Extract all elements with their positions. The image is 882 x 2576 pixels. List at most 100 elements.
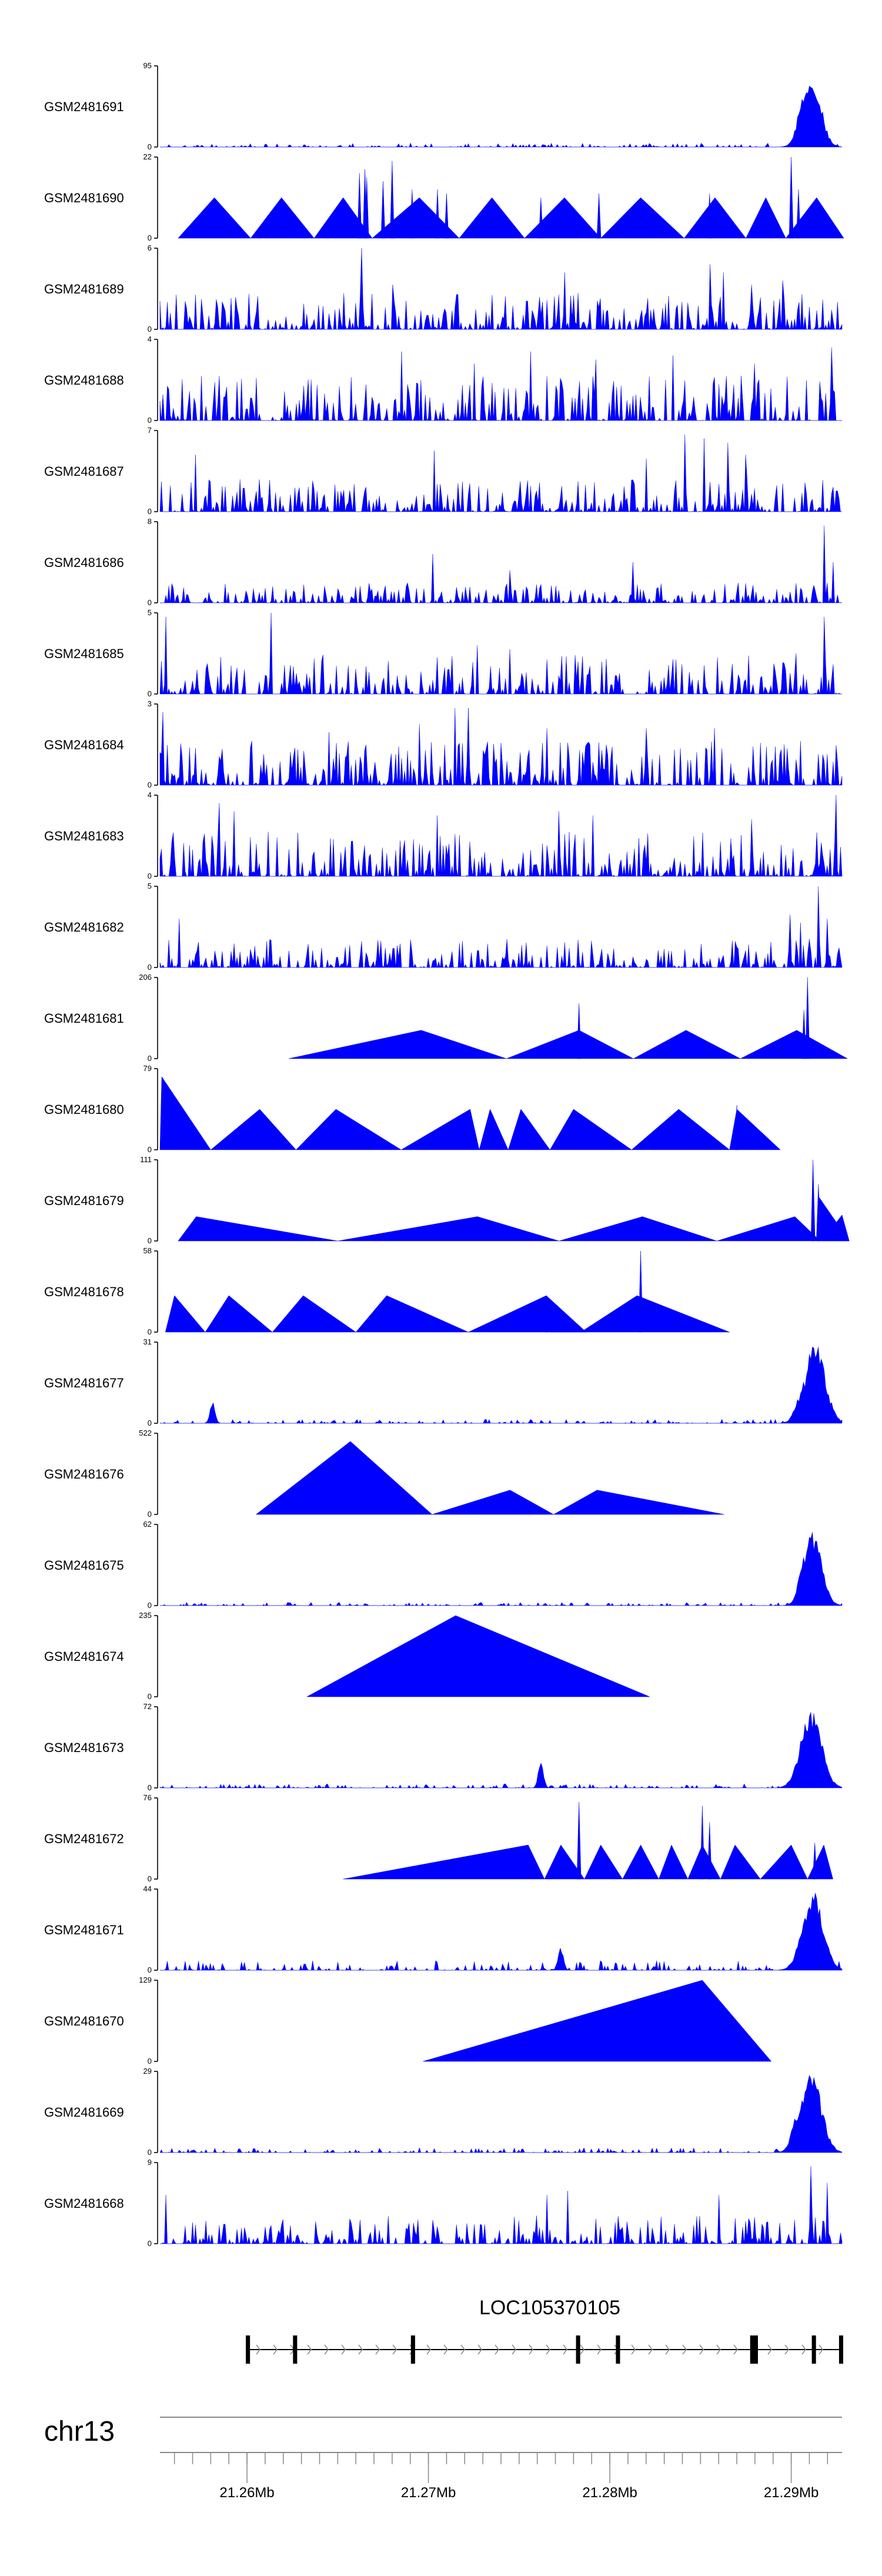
strand-chevron: [546, 2344, 551, 2355]
strand-chevron: [733, 2344, 739, 2355]
track-label: GSM2481681: [44, 1011, 124, 1026]
y-max-label: 522: [139, 1429, 152, 1437]
track-GSM2481678: GSM2481678 58 0: [44, 1246, 730, 1336]
track-label: GSM2481673: [44, 1740, 124, 1755]
coverage-area: [160, 525, 843, 603]
y-max-label: 79: [143, 1064, 152, 1073]
coverage-triangle: [580, 1295, 730, 1333]
track-GSM2481689: GSM2481689 6 0: [44, 243, 843, 333]
track-GSM2481670: GSM2481670 129 0: [44, 1976, 772, 2066]
strand-chevron: [477, 2344, 483, 2355]
coverage-area: [159, 2074, 843, 2153]
coverage-triangle: [760, 1844, 808, 1880]
track-GSM2481679: GSM2481679 111 0: [44, 1155, 850, 1245]
strand-chevron: [358, 2344, 363, 2355]
y-zero-label: 0: [148, 1783, 152, 1792]
coverage-triangle: [255, 1441, 433, 1515]
exon: [750, 2335, 758, 2364]
coverage-triangle: [785, 197, 844, 239]
y-max-label: 3: [148, 699, 152, 708]
strand-chevron: [563, 2344, 568, 2355]
coverage-spike: [734, 1105, 739, 1150]
coverage-triangle: [622, 1844, 659, 1880]
track-GSM2481671: GSM2481671 44 0: [44, 1884, 843, 1974]
coverage-triangle: [600, 197, 685, 239]
coverage-triangle: [659, 1844, 689, 1880]
y-max-label: 62: [143, 1520, 152, 1529]
y-zero-label: 0: [148, 689, 152, 698]
y-zero-label: 0: [148, 1692, 152, 1701]
strand-chevron: [495, 2344, 500, 2355]
strand-chevron: [341, 2344, 346, 2355]
coverage-triangle: [717, 1216, 821, 1242]
strand-chevron: [375, 2344, 380, 2355]
track-label: GSM2481682: [44, 920, 124, 935]
strand-chevron: [784, 2344, 790, 2355]
coverage-spike: [796, 189, 801, 239]
coverage-triangle: [423, 1980, 772, 2062]
strand-chevron: [324, 2344, 329, 2355]
y-zero-label: 0: [148, 1419, 152, 1427]
exon: [293, 2335, 298, 2364]
strand-chevron: [597, 2344, 602, 2355]
track-GSM2481687: GSM2481687 7 0: [44, 426, 843, 516]
coverage-spike: [444, 193, 449, 239]
y-zero-label: 0: [148, 598, 152, 607]
exon: [838, 2335, 843, 2364]
coverage-triangle: [807, 1844, 833, 1880]
y-zero-label: 0: [148, 963, 152, 972]
track-label: GSM2481676: [44, 1467, 124, 1481]
track-GSM2481688: GSM2481688 4 0: [44, 335, 842, 425]
coverage-spike: [812, 1842, 817, 1880]
y-max-label: 31: [143, 1337, 152, 1346]
y-zero-label: 0: [148, 507, 152, 516]
strand-chevron: [716, 2344, 721, 2355]
axis-tick-label: 21.27Mb: [401, 2485, 456, 2501]
y-max-label: 29: [143, 2067, 152, 2076]
track-GSM2481685: GSM2481685 5 0: [44, 608, 842, 698]
coverage-triangle: [295, 1109, 402, 1150]
genome-axis: chr13 21.26Mb 21.27Mb 21.28Mb 21.29Mb: [44, 2416, 842, 2501]
track-GSM2481673: GSM2481673 72 0: [44, 1702, 843, 1792]
strand-chevron: [529, 2344, 534, 2355]
strand-chevron: [665, 2344, 670, 2355]
y-zero-label: 0: [148, 872, 152, 880]
coverage-triangle: [432, 1490, 554, 1515]
strand-chevron: [256, 2344, 261, 2355]
y-zero-label: 0: [148, 1966, 152, 1974]
track-label: GSM2481674: [44, 1649, 124, 1664]
track-label: GSM2481689: [44, 282, 124, 296]
coverage-triangle: [746, 197, 786, 239]
coverage-triangle: [250, 197, 315, 239]
y-max-label: 6: [148, 243, 152, 252]
strand-chevron: [512, 2344, 517, 2355]
coverage-area: [159, 347, 842, 421]
track-label: GSM2481691: [44, 99, 124, 114]
coverage-area: [159, 2166, 843, 2244]
y-zero-label: 0: [148, 325, 152, 333]
strand-chevron: [460, 2344, 466, 2355]
y-max-label: 5: [148, 608, 152, 617]
track-label: GSM2481690: [44, 191, 124, 205]
track-GSM2481668: GSM2481668 9 0: [44, 2158, 843, 2248]
coverage-triangle: [459, 197, 525, 239]
exon: [616, 2335, 620, 2364]
y-max-label: 7: [148, 426, 152, 435]
coverage-spike: [576, 1003, 582, 1059]
track-GSM2481691: GSM2481691 95 0: [44, 61, 843, 151]
track-GSM2481682: GSM2481682 5 0: [44, 882, 843, 972]
coverage-triangle: [165, 1295, 206, 1333]
coverage-triangle: [720, 1844, 761, 1880]
coverage-spike: [810, 1159, 816, 1242]
gene-name-label: LOC105370105: [479, 2297, 620, 2319]
strand-chevron: [682, 2344, 687, 2355]
y-max-label: 9: [148, 2158, 152, 2167]
y-zero-label: 0: [148, 1054, 152, 1063]
y-max-label: 235: [139, 1611, 152, 1620]
track-GSM2481681: GSM2481681 206 0: [44, 973, 848, 1063]
track-GSM2481683: GSM2481683 4 0: [44, 790, 843, 880]
coverage-triangle: [633, 1030, 741, 1059]
axis-tick-label: 21.26Mb: [219, 2485, 274, 2501]
y-max-label: 8: [148, 517, 152, 526]
